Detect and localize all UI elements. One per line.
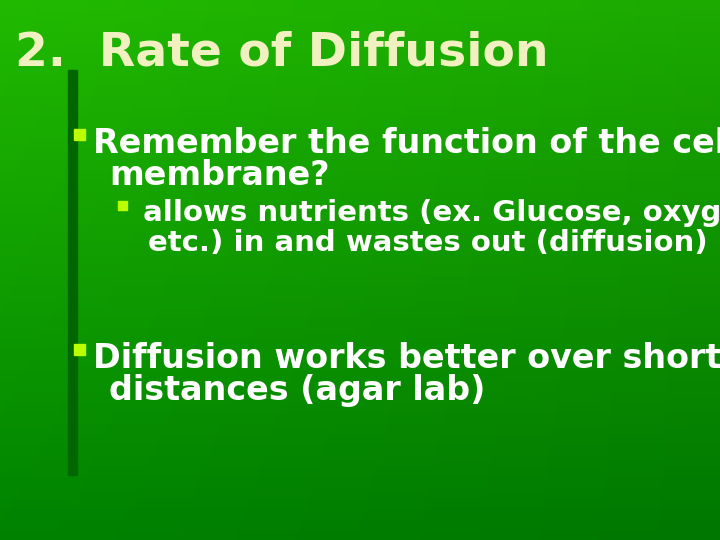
Bar [74,129,85,140]
Text: allows nutrients (ex. Glucose, oxygen,: allows nutrients (ex. Glucose, oxygen, [133,199,720,227]
Text: Diffusion works better over short: Diffusion works better over short [93,342,720,375]
Text: membrane?: membrane? [109,159,330,192]
Bar [68,70,77,475]
Text: distances (agar lab): distances (agar lab) [109,374,485,407]
Bar [74,344,85,355]
Text: 2.  Rate of Diffusion: 2. Rate of Diffusion [15,30,549,75]
Text: etc.) in and wastes out (diffusion): etc.) in and wastes out (diffusion) [148,229,708,257]
Text: Remember the function of the cell: Remember the function of the cell [93,127,720,160]
Bar [118,201,127,210]
